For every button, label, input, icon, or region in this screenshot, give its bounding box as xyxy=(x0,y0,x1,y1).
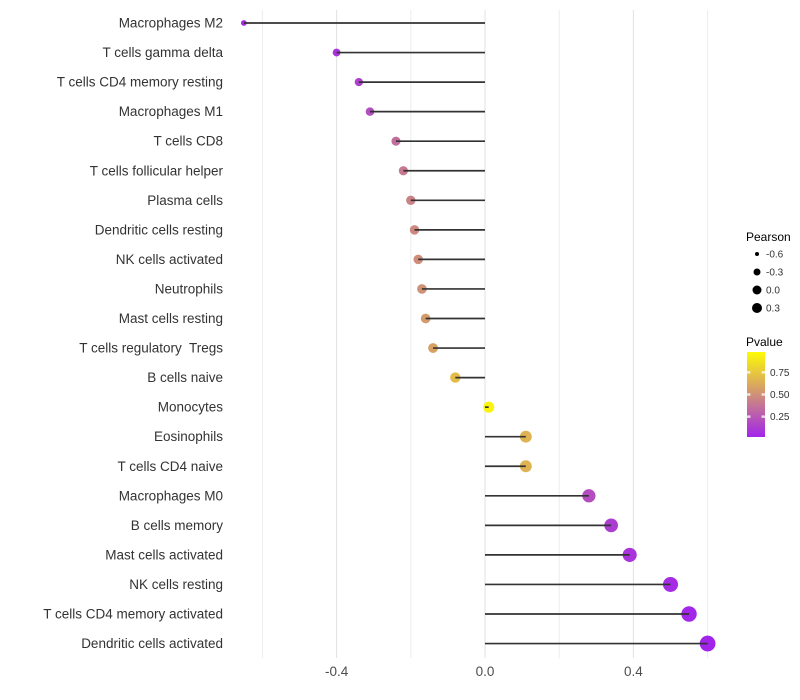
colorbar-tick-label: 0.75 xyxy=(770,368,790,379)
pvalue-color-legend: Pvalue 0.75 0.50 0.25 xyxy=(746,335,790,437)
pearson-legend-label: -0.6 xyxy=(766,250,784,261)
pvalue-legend-title: Pvalue xyxy=(746,335,783,349)
colorbar-tick-label: 0.50 xyxy=(770,390,790,401)
y-axis-label-macrophages-m1: Macrophages M1 xyxy=(119,104,223,119)
pearson-legend-dot xyxy=(752,285,762,295)
pearson-legend-label: 0.3 xyxy=(766,304,780,315)
y-axis-label-dendritic-cells-resting: Dendritic cells resting xyxy=(95,222,223,237)
y-axis-label-mast-cells-activated: Mast cells activated xyxy=(105,547,223,562)
y-axis-label-mast-cells-resting: Mast cells resting xyxy=(119,311,223,326)
dot-t-cells-cd8 xyxy=(391,136,401,146)
y-axis-label-eosinophils: Eosinophils xyxy=(154,429,223,444)
pearson-size-legend: Pearson -0.6 -0.3 0.0 0.3 xyxy=(746,230,791,315)
y-axis-label-b-cells-memory: B cells memory xyxy=(131,518,224,533)
y-axis-label-macrophages-m0: Macrophages M0 xyxy=(119,488,223,503)
x-axis-tick-label: 0.0 xyxy=(476,664,495,679)
pearson-legend-dot xyxy=(755,252,759,256)
lollipop-stems xyxy=(243,22,708,645)
pearson-legend-label: -0.3 xyxy=(766,268,784,279)
y-axis-label-nk-cells-resting: NK cells resting xyxy=(129,577,223,592)
pearson-legend-label: 0.0 xyxy=(766,286,780,297)
y-axis-label-t-cells-follicular-helper: T cells follicular helper xyxy=(90,163,224,178)
pearson-legend-dot xyxy=(753,268,761,276)
y-axis: Macrophages M2 T cells gamma delta T cells… xyxy=(43,16,223,652)
pearson-legend-dot xyxy=(752,303,762,313)
y-axis-label-t-cells-cd4-memory-activated: T cells CD4 memory activated xyxy=(43,607,223,622)
y-axis-label-plasma-cells: Plasma cells xyxy=(147,193,223,208)
y-axis-label-t-cells-regulatory-tregs: T cells regulatory Tregs xyxy=(79,341,223,356)
x-axis: -0.4 0.0 0.4 xyxy=(325,664,643,679)
y-axis-label-monocytes: Monocytes xyxy=(158,400,224,415)
x-axis-tick-label: -0.4 xyxy=(325,664,349,679)
y-axis-label-t-cells-cd4-memory-resting: T cells CD4 memory resting xyxy=(57,75,223,90)
pvalue-colorbar xyxy=(747,352,765,437)
y-axis-label-neutrophils: Neutrophils xyxy=(155,281,224,296)
x-axis-tick-label: 0.4 xyxy=(624,664,643,679)
colorbar-tick-label: 0.25 xyxy=(770,412,790,423)
y-axis-label-t-cells-cd4-naive: T cells CD4 naive xyxy=(117,459,223,474)
y-axis-label-dendritic-cells-activated: Dendritic cells activated xyxy=(81,636,223,651)
y-axis-label-t-cells-gamma-delta: T cells gamma delta xyxy=(102,45,223,60)
pearson-legend-title: Pearson xyxy=(746,230,791,244)
y-axis-label-macrophages-m2: Macrophages M2 xyxy=(119,16,223,31)
y-axis-label-nk-cells-activated: NK cells activated xyxy=(116,252,223,267)
y-axis-label-b-cells-naive: B cells naive xyxy=(147,370,223,385)
y-axis-label-t-cells-cd8: T cells CD8 xyxy=(153,134,223,149)
